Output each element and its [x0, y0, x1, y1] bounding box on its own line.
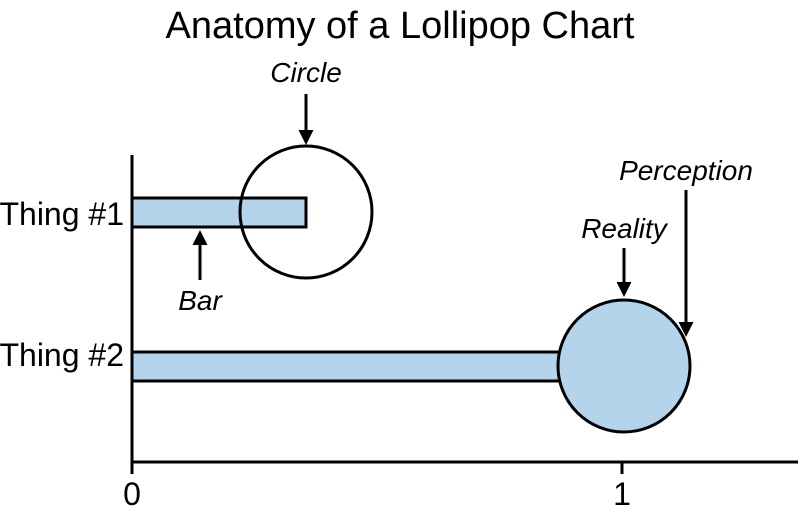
x-tick-label-1: 1 — [613, 476, 631, 512]
bar-thing-1 — [130, 196, 308, 229]
circle-thing-1 — [238, 144, 374, 280]
x-tick-label-0: 0 — [123, 476, 141, 512]
bar-thing-2 — [130, 350, 570, 383]
annotation-reality: Reality — [581, 213, 669, 244]
annotation-perception: Perception — [619, 155, 753, 186]
category-label-thing-1: Thing #1 — [0, 196, 124, 232]
annotation-circle: Circle — [270, 57, 342, 88]
annotation-bar: Bar — [178, 285, 223, 316]
category-label-thing-2: Thing #2 — [0, 337, 124, 373]
circle-thing-2 — [556, 298, 692, 434]
chart-title: Anatomy of a Lollipop Chart — [166, 5, 635, 47]
